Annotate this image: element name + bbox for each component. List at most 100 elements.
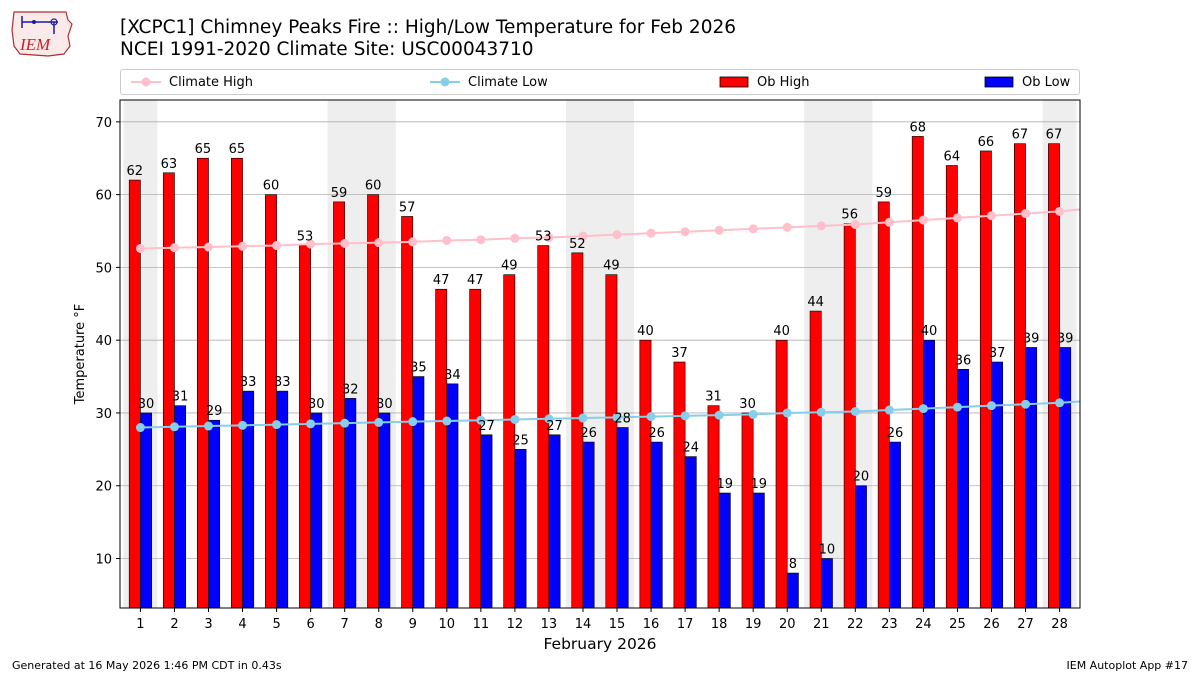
ob-high-bar xyxy=(775,339,788,609)
legend-ob-low-label: Ob Low xyxy=(1022,74,1071,90)
climate-low-point xyxy=(612,412,622,422)
ob-high-bar xyxy=(741,412,754,609)
climate-high-point xyxy=(204,242,214,252)
climate-low-point xyxy=(340,418,350,428)
ob-low-value-label: 33 xyxy=(240,375,257,390)
ob-low-value-label: 31 xyxy=(172,390,189,405)
ob-low-value-label: 26 xyxy=(887,426,904,441)
x-tick-label: 22 xyxy=(847,617,864,632)
ob-low-bar xyxy=(991,361,1004,609)
climate-high-point xyxy=(306,239,316,249)
y-tick-label: 40 xyxy=(95,334,112,349)
x-tick-label: 21 xyxy=(813,617,830,632)
ob-high-bar xyxy=(877,201,890,609)
climate-high-point xyxy=(442,235,452,245)
climate-high-point xyxy=(816,221,826,231)
ob-high-bar xyxy=(673,361,686,609)
climate-high-point xyxy=(986,211,996,221)
climate-low-point xyxy=(578,413,588,423)
climate-high-point xyxy=(952,213,962,223)
ob-high-bar xyxy=(843,223,856,609)
y-tick-label: 60 xyxy=(95,189,112,204)
legend-ob-high-label: Ob High xyxy=(757,74,810,90)
ob-high-value-label: 67 xyxy=(1046,128,1063,143)
x-tick-label: 18 xyxy=(711,617,728,632)
ob-low-value-label: 10 xyxy=(819,543,836,558)
ob-low-value-label: 40 xyxy=(921,324,938,339)
ob-low-value-label: 39 xyxy=(1057,331,1074,346)
ob-high-value-label: 47 xyxy=(433,273,450,288)
ob-low-bar xyxy=(140,412,152,609)
footer-app: IEM Autoplot App #17 xyxy=(1066,659,1189,672)
ob-high-bar xyxy=(401,216,414,609)
ob-high-value-label: 37 xyxy=(671,346,688,361)
climate-low-point xyxy=(442,416,452,426)
ob-high-value-label: 53 xyxy=(297,230,314,245)
x-tick-label: 9 xyxy=(409,617,417,632)
ob-high-value-label: 57 xyxy=(399,200,416,215)
x-tick-label: 5 xyxy=(272,617,280,632)
climate-low-point xyxy=(952,402,962,412)
climate-low-point xyxy=(544,414,554,424)
ob-low-bar xyxy=(1025,347,1038,609)
ob-high-bar xyxy=(707,405,720,609)
legend-climate-high-label: Climate High xyxy=(169,74,254,90)
climate-high-point xyxy=(169,243,179,253)
ob-high-value-label: 52 xyxy=(569,237,586,252)
y-tick-label: 10 xyxy=(95,553,112,568)
ob-high-value-label: 60 xyxy=(263,179,280,194)
x-tick-label: 27 xyxy=(1017,617,1034,632)
ob-low-bar xyxy=(174,405,187,609)
ob-low-bar xyxy=(855,485,867,609)
climate-low-point xyxy=(782,408,792,418)
climate-high-point xyxy=(680,227,690,237)
climate-low-point xyxy=(680,411,690,421)
ob-high-value-label: 68 xyxy=(910,120,927,135)
ob-low-value-label: 36 xyxy=(955,353,972,368)
x-tick-label: 12 xyxy=(507,617,524,632)
legend-ob-high-swatch xyxy=(719,76,749,88)
ob-high-bar xyxy=(639,339,652,609)
ob-high-value-label: 31 xyxy=(705,390,722,405)
ob-low-value-label: 26 xyxy=(648,426,665,441)
iem-logo: IEM xyxy=(11,11,73,57)
ob-high-value-label: 53 xyxy=(535,230,552,245)
x-tick-label: 26 xyxy=(983,617,1000,632)
ob-low-bar xyxy=(582,441,595,609)
climate-low-point xyxy=(476,415,486,425)
ob-high-value-label: 64 xyxy=(944,150,961,165)
climate-high-point xyxy=(544,233,554,243)
climate-high-point xyxy=(646,228,656,238)
ob-low-value-label: 27 xyxy=(478,419,495,434)
y-tick-label: 30 xyxy=(95,407,112,422)
ob-low-bar xyxy=(344,398,357,609)
ob-low-value-label: 8 xyxy=(789,557,797,572)
ob-low-bar xyxy=(514,449,527,609)
legend-climate-low-label: Climate Low xyxy=(468,74,548,90)
ob-high-bar xyxy=(196,157,209,609)
ob-high-value-label: 65 xyxy=(229,142,246,157)
climate-high-point xyxy=(918,215,928,225)
climate-low-point xyxy=(850,406,860,416)
ob-high-bar xyxy=(128,179,141,609)
x-axis-label: February 2026 xyxy=(543,635,656,653)
ob-high-value-label: 40 xyxy=(637,324,654,339)
ob-low-value-label: 39 xyxy=(1023,331,1040,346)
ob-high-bar xyxy=(265,194,277,609)
x-tick-label: 10 xyxy=(439,617,456,632)
ob-low-bar xyxy=(786,572,799,609)
ob-low-bar xyxy=(616,427,629,609)
x-tick-label: 19 xyxy=(745,617,762,632)
legend-climate-high-swatch xyxy=(131,77,161,87)
climate-high-point xyxy=(884,217,894,227)
climate-low-point xyxy=(1021,399,1031,409)
climate-high-point xyxy=(135,243,145,253)
climate-high-point xyxy=(782,222,792,232)
ob-high-value-label: 49 xyxy=(501,259,518,274)
x-tick-label: 25 xyxy=(949,617,966,632)
ob-low-value-label: 30 xyxy=(308,397,325,412)
ob-high-value-label: 59 xyxy=(331,186,348,201)
ob-low-bar xyxy=(889,441,901,609)
legend-climate-high: Climate High xyxy=(131,70,253,94)
